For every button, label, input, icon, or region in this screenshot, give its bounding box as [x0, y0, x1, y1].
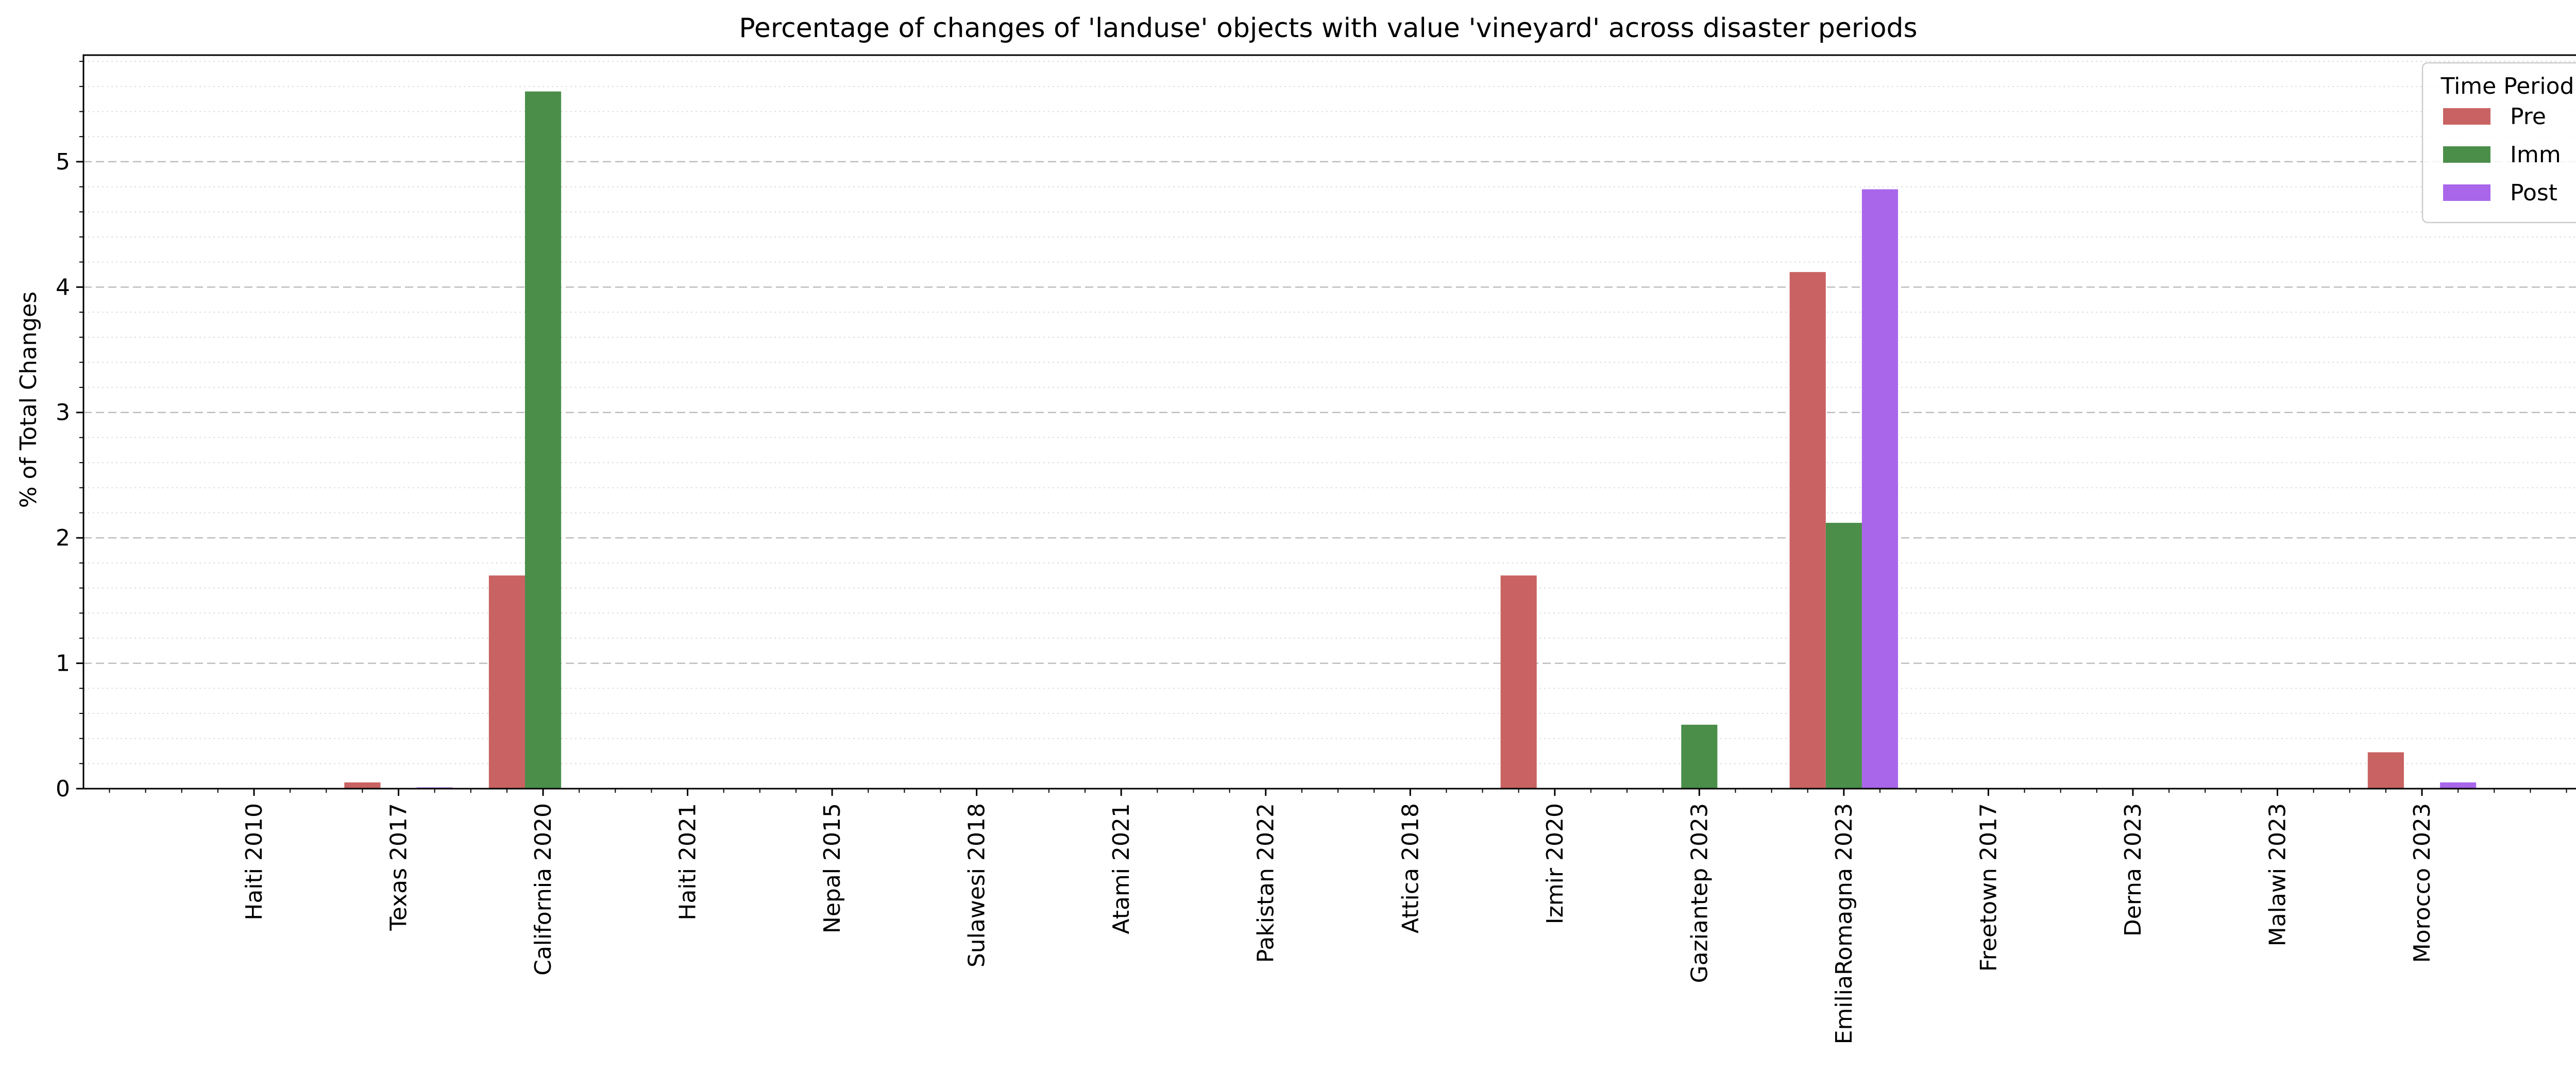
bar-pre: [488, 575, 525, 789]
axes: 0 1 2 3 4 5 Haiti 2010 Texas 2017 California 202…: [56, 54, 2576, 1044]
legend-label-pre: Pre: [2510, 104, 2546, 130]
bar-imm: [1825, 522, 1862, 789]
x-tick-label: Haiti 2021: [675, 803, 701, 921]
x-tick-label: Morocco 2023: [2409, 803, 2435, 963]
x-tick-label: California 2020: [530, 803, 556, 976]
legend-swatch-imm: [2443, 146, 2490, 163]
chart-title: Percentage of changes of 'landuse' objec…: [739, 13, 1917, 44]
y-tick-label: 3: [56, 400, 70, 426]
y-tick-label: 2: [56, 525, 70, 551]
x-tick-label: Atami 2021: [1108, 803, 1134, 934]
x-tick-label: Izmir 2020: [1542, 803, 1568, 924]
legend-swatch-pre: [2443, 108, 2490, 125]
plot-frame: [82, 54, 2576, 790]
x-tick-label: Derna 2023: [2120, 803, 2146, 936]
bar-pre: [2367, 752, 2404, 789]
bars: [344, 91, 2477, 789]
legend: Time Period Pre Imm Post: [2421, 62, 2576, 224]
x-tick-label: Attica 2018: [1397, 803, 1423, 933]
y-axis-label: % of Total Changes: [15, 292, 42, 508]
y-tick-label: 0: [56, 776, 70, 802]
legend-box: [2421, 62, 2576, 224]
bar-imm: [525, 91, 562, 789]
bar-imm: [1681, 724, 1718, 789]
y-tick-label: 4: [56, 274, 70, 300]
legend-label-imm: Imm: [2510, 142, 2561, 168]
x-tick-label: Freetown 2017: [1975, 803, 2002, 972]
x-tick-label: Malawi 2023: [2264, 803, 2291, 946]
x-tick-label: Nepal 2015: [819, 803, 845, 933]
x-tick-label: Sulawesi 2018: [964, 803, 990, 967]
legend-title: Time Period: [2441, 73, 2574, 99]
bar-post: [1861, 189, 1899, 789]
legend-label-post: Post: [2510, 180, 2557, 206]
y-tick-label: 5: [56, 149, 70, 175]
x-tick-label: Pakistan 2022: [1253, 803, 1279, 963]
legend-swatch-post: [2443, 184, 2490, 201]
bar-post: [2440, 782, 2477, 789]
x-tick-label: Gaziantep 2023: [1686, 803, 1713, 983]
x-tick-label: EmiliaRomagna 2023: [1831, 803, 1857, 1044]
bar-pre: [344, 782, 381, 789]
x-tick-label: Haiti 2010: [241, 803, 267, 921]
grid-lines: [83, 61, 2576, 764]
bar-pre: [1789, 272, 1826, 789]
y-tick-label: 1: [56, 651, 70, 677]
bar-pre: [1500, 575, 1537, 789]
x-tick-label: Texas 2017: [386, 803, 412, 931]
